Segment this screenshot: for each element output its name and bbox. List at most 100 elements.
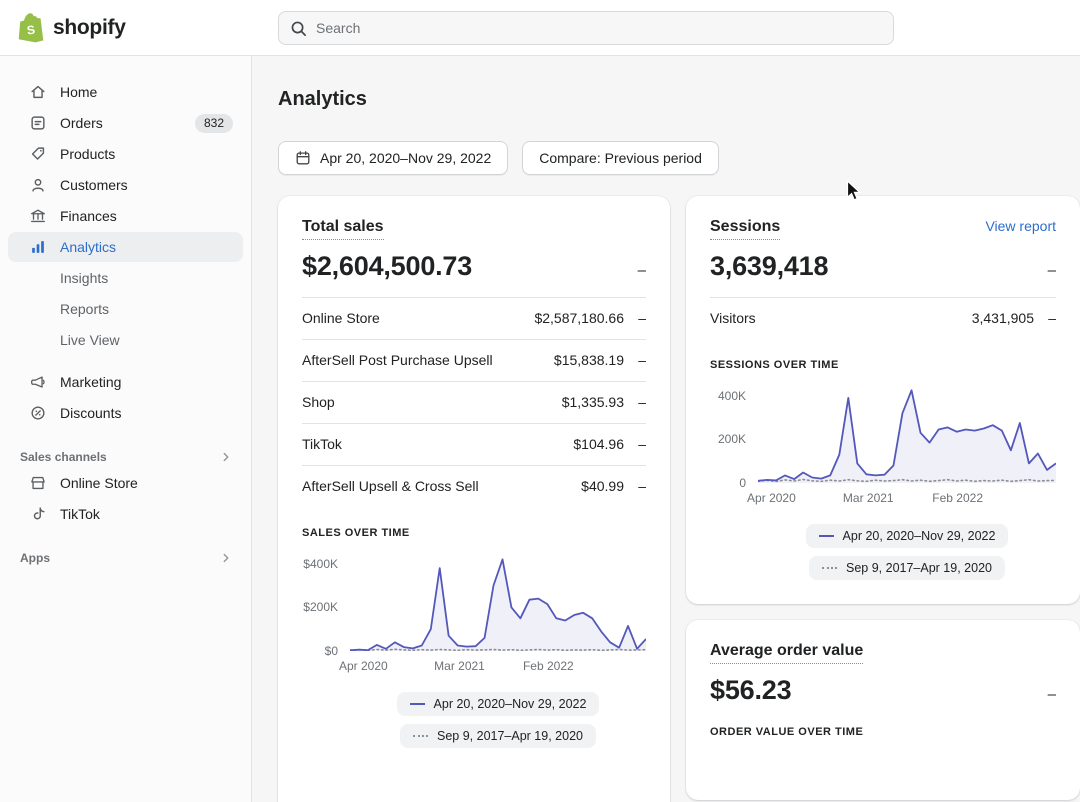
metric-change: – [1048, 310, 1056, 326]
sessions-title[interactable]: Sessions [710, 218, 781, 240]
sidebar-item-label: Orders [60, 115, 103, 131]
sidebar-item-insights[interactable]: Insights [8, 263, 243, 293]
legend-previous-period[interactable]: Sep 9, 2017–Apr 19, 2020 [809, 556, 1005, 580]
sidebar-item-marketing[interactable]: Marketing [8, 367, 243, 397]
page-title: Analytics [278, 88, 367, 110]
sidebar-item-label: Customers [60, 177, 128, 193]
channel-name: TikTok [302, 436, 342, 452]
table-row: Visitors 3,431,905 – [710, 297, 1056, 339]
sidebar-item-finances[interactable]: Finances [8, 201, 243, 231]
sidebar-item-label: Finances [60, 208, 117, 224]
sidebar-item-analytics[interactable]: Analytics [8, 232, 243, 262]
sidebar-item-orders[interactable]: Orders 832 [8, 108, 243, 138]
sidebar-item-label: Live View [60, 332, 120, 348]
section-title: Apps [20, 551, 50, 565]
total-sales-change: – [637, 262, 646, 279]
total-sales-card: Total sales $2,604,500.73 – Online Store… [278, 196, 670, 802]
metric-name: Visitors [710, 310, 756, 326]
chart-legend: Apr 20, 2020–Nov 29, 2022 Sep 9, 2017–Ap… [350, 692, 646, 748]
metric-value: 3,431,905 [971, 310, 1034, 326]
sidebar-item-label: Marketing [60, 374, 122, 390]
dotted-line-icon [413, 735, 429, 737]
marketing-icon [28, 372, 48, 392]
x-axis: Apr 2020 Mar 2021 Feb 2022 [338, 659, 574, 673]
orders-count-badge: 832 [194, 113, 233, 133]
sidebar-item-label: Discounts [60, 405, 122, 421]
legend-current-period[interactable]: Apr 20, 2020–Nov 29, 2022 [805, 524, 1009, 548]
sidebar-section-apps[interactable]: Apps [20, 551, 233, 565]
products-icon [28, 144, 48, 164]
sales-breakdown-table: Online Store $2,587,180.66 – AfterSell P… [302, 297, 646, 507]
sidebar-item-home[interactable]: Home [8, 77, 243, 107]
sidebar-item-label: Insights [60, 270, 109, 286]
legend-current-period[interactable]: Apr 20, 2020–Nov 29, 2022 [396, 692, 600, 716]
customers-icon [28, 175, 48, 195]
main-content: Analytics Apr 20, 2020–Nov 29, 2022 Comp… [252, 56, 1080, 802]
line-plot [350, 555, 646, 651]
table-row: AfterSell Upsell & Cross Sell $40.99 – [302, 465, 646, 507]
legend-label: Sep 9, 2017–Apr 19, 2020 [437, 729, 583, 743]
sidebar-section-sales-channels[interactable]: Sales channels [20, 450, 233, 464]
total-sales-title[interactable]: Total sales [302, 218, 384, 240]
compare-button[interactable]: Compare: Previous period [522, 141, 719, 175]
sales-over-time-label: SALES OVER TIME [302, 527, 410, 539]
search-bar[interactable] [278, 11, 894, 45]
top-bar: S shopify [0, 0, 1080, 56]
legend-previous-period[interactable]: Sep 9, 2017–Apr 19, 2020 [400, 724, 596, 748]
x-axis: Apr 2020 Mar 2021 Feb 2022 [747, 491, 984, 505]
sessions-over-time-chart: 400K 200K 0 Apr 2020 Mar 2021 Feb 2022 [710, 387, 1056, 507]
channel-value: $104.96 [573, 436, 624, 452]
legend-label: Sep 9, 2017–Apr 19, 2020 [846, 561, 992, 575]
view-report-link[interactable]: View report [985, 218, 1056, 234]
sidebar-item-label: Analytics [60, 239, 117, 255]
shopify-logo[interactable]: S shopify [18, 12, 126, 44]
average-order-value-card: Average order value $56.23 – ORDER VALUE… [686, 620, 1080, 800]
compare-label: Compare: Previous period [539, 150, 702, 166]
orders-icon [28, 113, 48, 133]
legend-label: Apr 20, 2020–Nov 29, 2022 [842, 529, 996, 543]
date-range-label: Apr 20, 2020–Nov 29, 2022 [320, 150, 492, 166]
sidebar-item-reports[interactable]: Reports [8, 294, 243, 324]
sidebar-item-label: Home [60, 84, 98, 100]
sidebar-item-label: Reports [60, 301, 110, 317]
channel-change: – [638, 478, 646, 494]
cards-row: Total sales $2,604,500.73 – Online Store… [278, 196, 1080, 802]
legend-label: Apr 20, 2020–Nov 29, 2022 [433, 697, 587, 711]
solid-line-icon [818, 535, 834, 537]
channel-name: Online Store [302, 310, 380, 326]
sessions-table: Visitors 3,431,905 – [710, 297, 1056, 339]
sidebar-item-live-view[interactable]: Live View [8, 325, 243, 355]
dotted-line-icon [822, 567, 838, 569]
total-sales-value: $2,604,500.73 [302, 251, 473, 281]
sessions-change: – [1047, 262, 1056, 279]
chevron-right-icon [223, 452, 229, 462]
table-row: TikTok $104.96 – [302, 423, 646, 465]
solid-line-icon [409, 703, 425, 705]
average-order-value-change: – [1047, 686, 1056, 703]
search-input[interactable] [316, 20, 882, 36]
sessions-over-time-label: SESSIONS OVER TIME [710, 359, 839, 371]
sidebar-item-products[interactable]: Products [8, 139, 243, 169]
average-order-value: $56.23 [710, 675, 792, 705]
table-row: Online Store $2,587,180.66 – [302, 297, 646, 339]
date-range-button[interactable]: Apr 20, 2020–Nov 29, 2022 [278, 141, 509, 175]
search-icon [291, 21, 306, 36]
sidebar-item-tiktok[interactable]: TikTok [8, 499, 243, 529]
sessions-card: Sessions View report 3,639,418 – Visitor… [686, 196, 1080, 604]
average-order-value-title[interactable]: Average order value [710, 642, 864, 664]
channel-value: $2,587,180.66 [534, 310, 624, 326]
sidebar: Home Orders 832 Products Customers [0, 56, 252, 802]
y-axis: $400K $200K $0 [303, 556, 338, 658]
sidebar-item-label: TikTok [60, 506, 100, 522]
sidebar-item-discounts[interactable]: Discounts [8, 398, 243, 428]
right-column: Sessions View report 3,639,418 – Visitor… [686, 196, 1080, 800]
channel-change: – [638, 352, 646, 368]
y-axis: 400K 200K 0 [717, 388, 746, 490]
section-title: Sales channels [20, 450, 107, 464]
order-value-over-time-label: ORDER VALUE OVER TIME [710, 726, 864, 738]
sessions-value: 3,639,418 [710, 251, 829, 281]
sidebar-item-customers[interactable]: Customers [8, 170, 243, 200]
home-icon [28, 82, 48, 102]
sidebar-item-online-store[interactable]: Online Store [8, 468, 243, 498]
